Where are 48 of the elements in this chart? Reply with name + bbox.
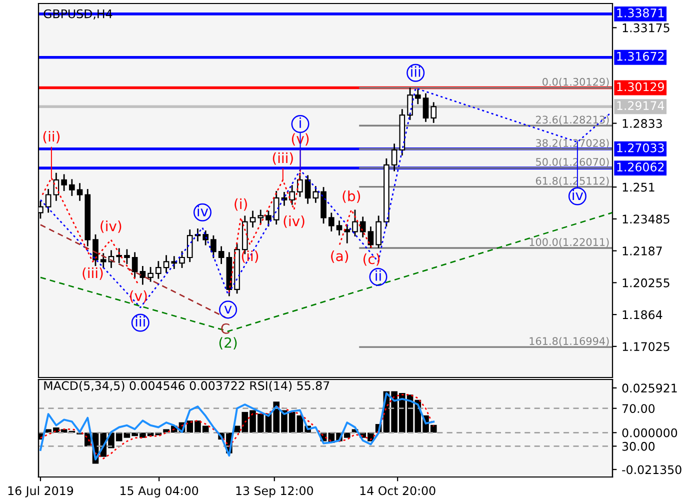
y-tick-label: 0.000000	[622, 428, 678, 438]
chart-title: MACD(5,34,5) 0.004546 0.003722 RSI(14) 55.87	[44, 380, 330, 392]
y-tick-label: 1.17025	[622, 342, 670, 352]
annotation: ii	[376, 270, 381, 281]
ref-line-label: 100.0(1.22011)	[530, 238, 609, 248]
annotation: (a)	[331, 250, 348, 263]
ref-line-label: 1.30129	[617, 82, 664, 92]
ref-line-label: 0.0(1.30129)	[542, 78, 609, 87]
annotation: (iii)	[82, 267, 103, 280]
y-tick-label: 0.025921	[622, 384, 677, 393]
y2-tick-label: 30.00	[622, 442, 655, 451]
annotation: (i)	[234, 198, 247, 211]
y2-tick-label: 70.00	[622, 404, 655, 413]
annotation: (ii)	[242, 250, 258, 263]
x-tick-label: 15 Aug 04:00	[120, 486, 198, 498]
annotation: (b)	[342, 190, 360, 203]
ref-line-label: 1.26062	[617, 162, 664, 172]
y-tick-label: 1.2187	[622, 246, 662, 256]
x-tick-label: 13 Sep 12:00	[236, 486, 314, 498]
annotation: C	[221, 323, 230, 334]
ref-line-label: 1.29174	[617, 101, 664, 110]
ref-line-label: 161.8(1.16994)	[530, 336, 609, 346]
x-tick-label: 16 Jul 2019	[8, 486, 74, 498]
annotation: iii	[411, 66, 420, 77]
annotation: (iv)	[284, 216, 304, 228]
annotation: iv	[198, 206, 208, 216]
y-tick-label: 1.33175	[622, 23, 670, 32]
annotation: (iii)	[272, 152, 293, 165]
annotation: iii	[136, 316, 145, 327]
ref-line-label: 23.6(1.28213)	[536, 116, 609, 125]
annotation: (2)	[219, 337, 237, 350]
y-tick-label: 1.23485	[622, 214, 670, 224]
y-tick-label: -0.021350	[622, 465, 682, 474]
ref-line-label: 1.31672	[617, 52, 664, 61]
annotation: (iv)	[100, 220, 122, 233]
annotation: iv	[572, 189, 584, 200]
y-tick-label: 1.1864	[622, 310, 662, 320]
annotation: v	[224, 306, 232, 314]
ref-line-label: 1.33871	[617, 8, 664, 18]
y-tick-label: 1.251	[622, 182, 654, 192]
annotation: (c)	[363, 253, 380, 266]
y-tick-label: 1.2833	[622, 119, 662, 128]
ref-line-label: 1.27033	[617, 143, 664, 152]
annotation: (ii)	[43, 130, 60, 144]
annotation: (v)	[130, 290, 147, 303]
annotation: i	[300, 117, 301, 128]
y-tick-label: 1.20255	[622, 278, 670, 288]
x-tick-label: 14 Oct 20:00	[360, 486, 436, 496]
